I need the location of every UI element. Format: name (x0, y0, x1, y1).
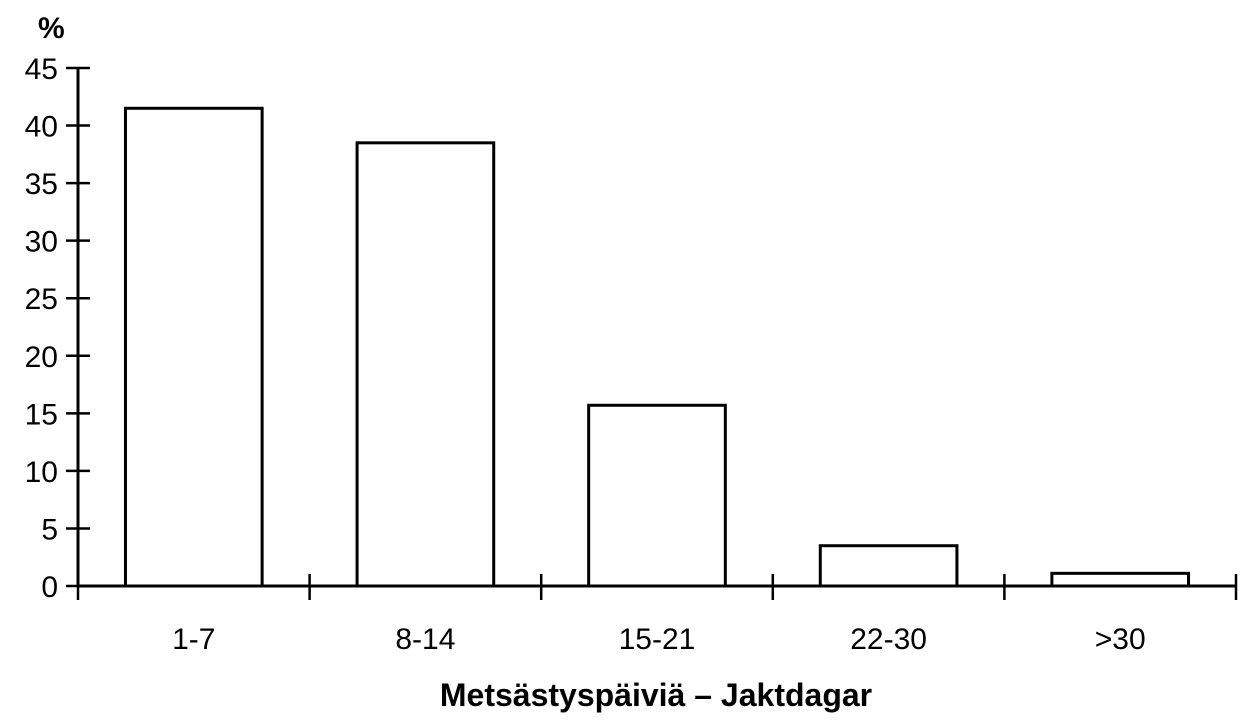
y-tick-label: 20 (25, 341, 58, 374)
y-tick-label: 5 (41, 513, 58, 546)
y-axis-unit-label: % (38, 12, 65, 45)
y-tick-label: 35 (25, 168, 58, 201)
bar-4 (1050, 571, 1191, 588)
y-tick-label: 30 (25, 226, 58, 259)
bar-2 (587, 403, 727, 588)
x-tick-label: 1-7 (172, 623, 215, 656)
bars (123, 106, 1191, 588)
y-tick-label: 45 (25, 53, 58, 86)
x-tick-label: 15-21 (619, 623, 696, 656)
x-tick-label: 8-14 (395, 623, 455, 656)
bar-3 (818, 544, 959, 588)
bar-1 (355, 141, 496, 588)
bar-0 (123, 106, 264, 588)
y-tick-label: 40 (25, 111, 58, 144)
x-tick-label: >30 (1095, 623, 1146, 656)
y-tick-label: 25 (25, 283, 58, 316)
y-tick-label: 0 (41, 571, 58, 604)
x-axis-title: Metsästyspäiviä – Jaktdagar (440, 677, 872, 713)
x-axis-ticks (76, 574, 1238, 600)
x-tick-label: 22-30 (850, 623, 927, 656)
x-axis-tick-labels: 1-7 8-14 15-21 22-30 >30 (172, 623, 1146, 656)
y-tick-label: 10 (25, 456, 58, 489)
y-axis-ticks: 0 5 10 15 20 25 30 35 40 45 (25, 53, 90, 604)
y-tick-label: 15 (25, 398, 58, 431)
